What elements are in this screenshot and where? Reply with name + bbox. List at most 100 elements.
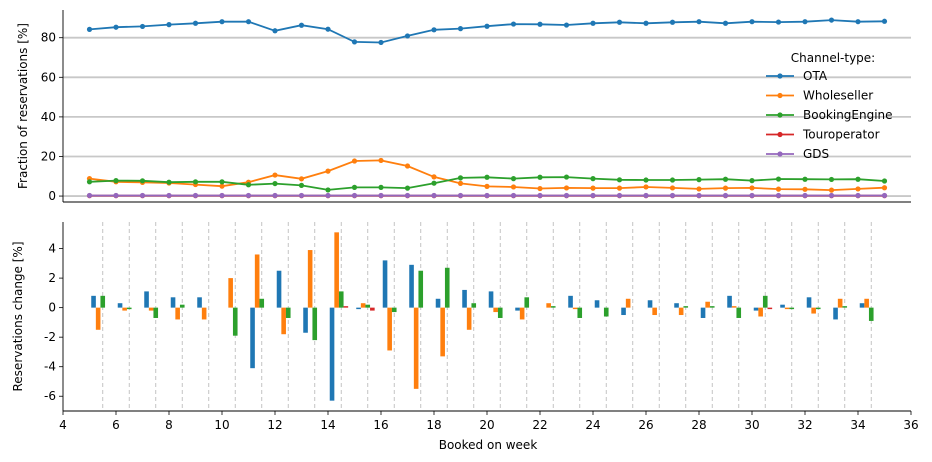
bar-wholeseller — [731, 306, 737, 308]
point-wholeseller — [457, 180, 464, 186]
point-ota — [166, 22, 172, 28]
point-ota — [828, 17, 835, 23]
bottom-y-tick-label: -2 — [44, 330, 56, 344]
bar-wholeseller — [519, 307, 525, 320]
point-wholeseller — [749, 185, 755, 191]
bar-bookingengine — [153, 307, 159, 318]
point-bookingengine — [325, 187, 331, 193]
bar-bookingengine — [736, 307, 742, 318]
top-y-tick-label: 0 — [48, 189, 56, 203]
bar-wholeseller — [201, 307, 207, 320]
point-ota — [484, 23, 490, 29]
bar-ota — [117, 303, 123, 308]
bar-ota — [329, 307, 335, 401]
bottom-y-tick-label: 4 — [48, 242, 56, 256]
point-gds — [669, 192, 676, 199]
bar-bookingengine — [312, 307, 318, 341]
bar-ota — [700, 307, 706, 318]
bar-wholeseller — [466, 307, 472, 330]
bar-wholeseller — [758, 307, 763, 317]
point-ota — [537, 21, 543, 27]
point-ota — [749, 19, 755, 25]
x-axis-label: Booked on week — [439, 438, 538, 452]
point-wholeseller — [537, 185, 543, 192]
point-ota — [722, 20, 729, 26]
point-ota — [802, 19, 808, 25]
point-bookingengine — [775, 176, 782, 182]
legend-marker-wholeseller — [777, 92, 783, 99]
point-bookingengine — [510, 176, 517, 182]
bar-ota — [91, 295, 96, 308]
point-wholeseller — [431, 174, 437, 180]
bottom-gridlines — [102, 222, 872, 411]
point-bookingengine — [855, 176, 861, 182]
point-bookingengine — [722, 176, 729, 182]
point-gds — [166, 192, 172, 199]
x-tick-label: 26 — [638, 418, 653, 432]
bar-bookingengine — [100, 295, 106, 308]
bar-wholeseller — [95, 307, 101, 330]
point-wholeseller — [563, 185, 570, 191]
point-gds — [431, 192, 437, 199]
bar-touroperator — [370, 307, 375, 311]
point-gds — [86, 192, 93, 199]
x-tick-label: 36 — [903, 418, 918, 432]
bar-ota — [409, 264, 414, 308]
x-tick-label: 10 — [214, 418, 229, 432]
bar-bookingengine — [285, 307, 291, 318]
bar-ota — [462, 289, 467, 308]
bar-ota — [356, 307, 361, 310]
bar-bookingengine — [338, 291, 344, 308]
point-ota — [351, 39, 358, 45]
x-tick-label: 30 — [744, 418, 759, 432]
x-tick-label: 28 — [691, 418, 706, 432]
bar-ota — [382, 260, 388, 308]
point-wholeseller — [643, 184, 649, 190]
x-tick-label: 32 — [797, 418, 812, 432]
bottom-y-axis-label: Reservations change [%] — [11, 242, 25, 392]
bottom-y-tick-label: -4 — [44, 360, 56, 374]
bar-bookingengine — [815, 307, 821, 310]
bar-wholeseller — [625, 298, 631, 308]
point-ota — [775, 19, 782, 25]
bar-bookingengine — [577, 307, 583, 318]
bar-ota — [250, 307, 255, 369]
bar-wholeseller — [784, 307, 790, 310]
bar-ota — [594, 300, 600, 308]
bar-wholeseller — [546, 303, 551, 308]
point-gds — [192, 192, 199, 199]
bar-ota — [806, 297, 812, 308]
point-gds — [139, 192, 146, 199]
bar-wholeseller — [678, 307, 684, 316]
bar-wholeseller — [652, 307, 657, 316]
bar-wholeseller — [811, 307, 816, 314]
bar-wholeseller — [837, 298, 843, 308]
top-series-lines — [86, 17, 888, 199]
point-bookingengine — [431, 180, 437, 186]
bar-wholeseller — [360, 303, 366, 308]
point-bookingengine — [378, 184, 384, 190]
point-gds — [828, 192, 835, 199]
x-tick-label: 14 — [320, 418, 335, 432]
x-tick-label: 24 — [585, 418, 600, 432]
bar-wholeseller — [254, 254, 260, 308]
point-bookingengine — [245, 182, 252, 188]
bottom-y-tick-label: 2 — [48, 271, 56, 285]
legend-title: Channel-type: — [791, 51, 875, 65]
bar-ota — [753, 307, 759, 311]
x-tick-label: 6 — [112, 418, 120, 432]
point-ota — [192, 20, 199, 26]
bar-bookingengine — [232, 307, 238, 336]
bar-bookingengine — [709, 306, 715, 308]
point-wholeseller — [404, 163, 411, 169]
bar-wholeseller — [228, 278, 233, 308]
point-ota — [378, 39, 384, 46]
bar-bookingengine — [471, 303, 477, 308]
point-bookingengine — [669, 177, 676, 183]
point-gds — [378, 192, 384, 199]
bar-bookingengine — [126, 307, 132, 310]
bar-bookingengine — [868, 307, 874, 321]
point-gds — [590, 192, 596, 199]
top-y-tick-label: 40 — [41, 110, 56, 124]
